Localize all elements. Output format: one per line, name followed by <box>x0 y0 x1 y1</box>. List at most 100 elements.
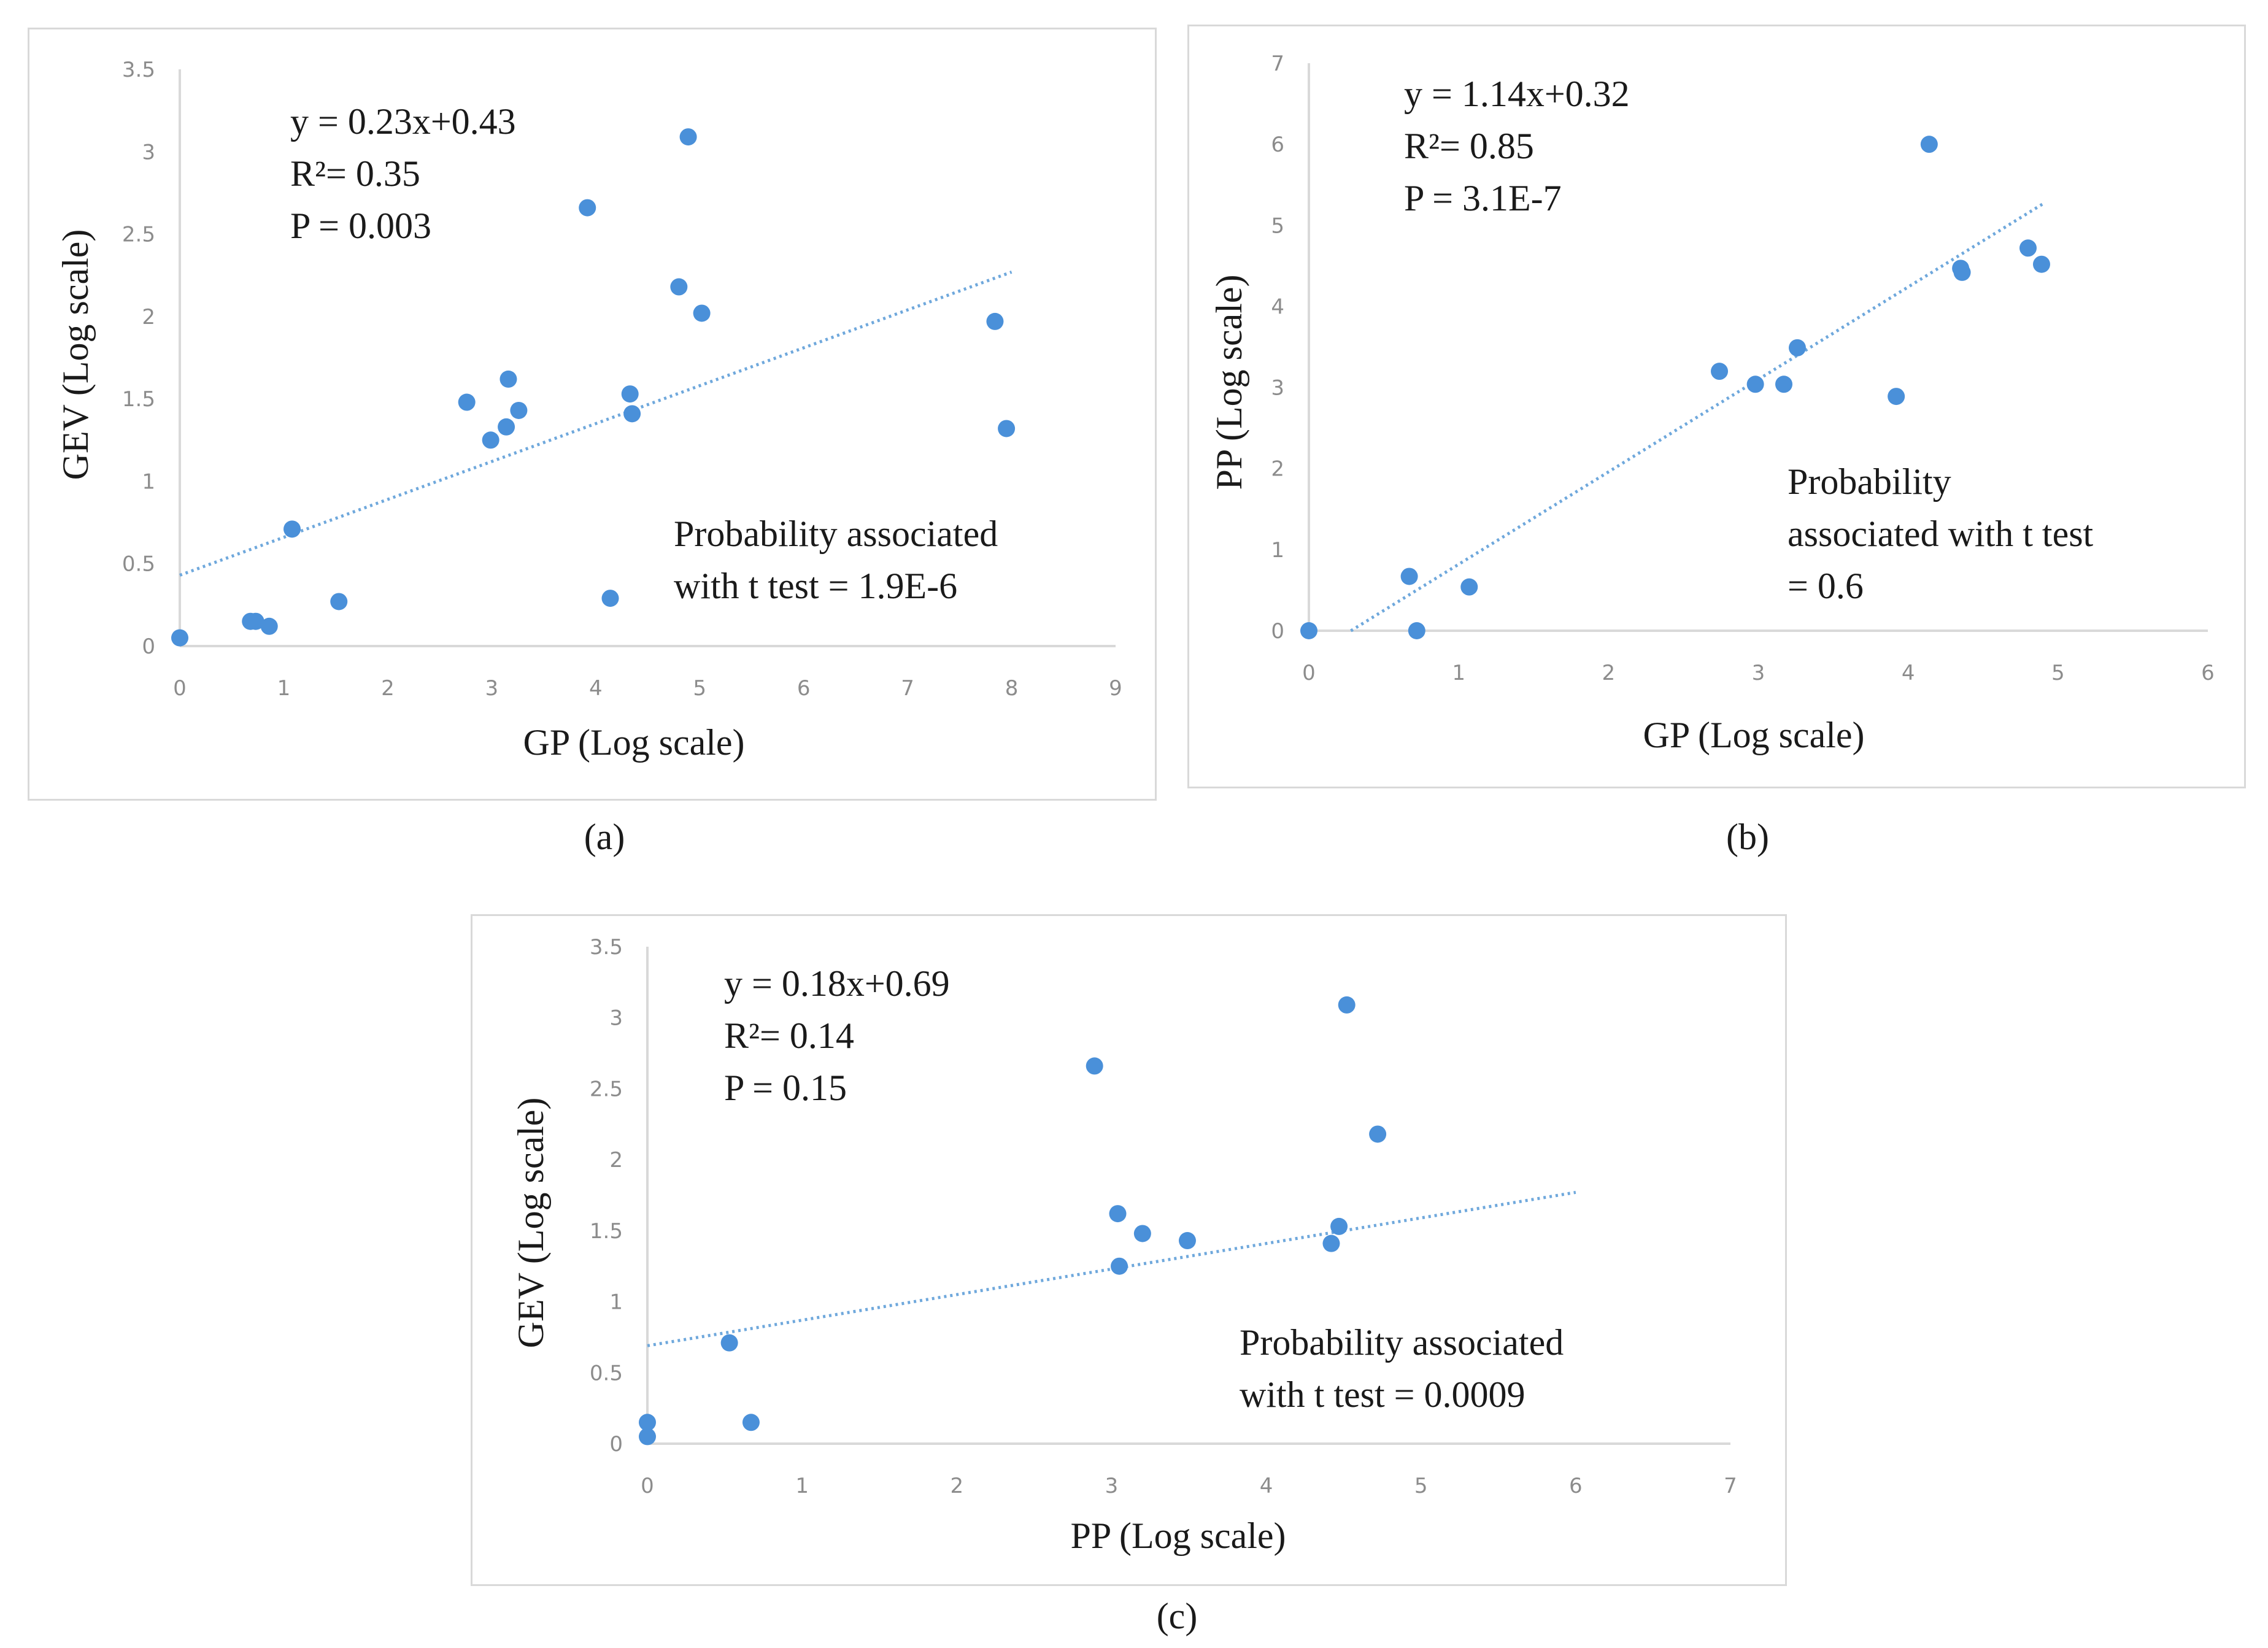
regression-annotation: y = 0.23x+0.43 <box>290 101 516 142</box>
x-tick-label: 3 <box>485 676 499 701</box>
x-tick-label: 1 <box>277 676 291 701</box>
data-point <box>1408 622 1425 639</box>
data-point <box>998 420 1016 437</box>
regression-annotation: R²= 0.85 <box>1404 126 1534 166</box>
y-tick-label: 1 <box>609 1290 623 1315</box>
data-point <box>1788 339 1806 356</box>
data-point <box>1133 1225 1151 1242</box>
data-point <box>500 370 517 388</box>
x-tick-label: 6 <box>1569 1474 1583 1498</box>
y-tick-label: 2 <box>142 305 155 329</box>
y-tick-label: 6 <box>1271 133 1284 157</box>
x-tick-label: 2 <box>381 676 395 701</box>
data-point <box>482 431 500 449</box>
data-point <box>458 393 476 411</box>
y-tick-label: 2 <box>609 1148 623 1172</box>
x-tick-label: 1 <box>1452 661 1465 685</box>
y-axis-title: PP (Log scale) <box>1209 274 1249 490</box>
data-point <box>1178 1232 1196 1250</box>
x-tick-label: 5 <box>1414 1474 1428 1498</box>
x-tick-label: 1 <box>795 1474 809 1498</box>
y-tick-label: 3 <box>1271 376 1284 401</box>
data-point <box>284 520 301 538</box>
data-point <box>1330 1217 1348 1235</box>
data-point <box>693 304 711 322</box>
x-tick-label: 6 <box>2201 661 2215 685</box>
y-tick-label: 2 <box>1271 457 1284 482</box>
x-tick-label: 4 <box>1902 661 1915 685</box>
y-tick-label: 2.5 <box>590 1077 623 1101</box>
data-point <box>670 278 688 296</box>
chart-panel-c: 0 1 2 3 4 5 6 7 0 0.5 1 1.5 2 2.5 3 3.5 y = 0.18x+0.69 R²… <box>471 914 1787 1586</box>
x-tick-label: 5 <box>693 676 706 701</box>
x-tick-label: 4 <box>1260 1474 1273 1498</box>
x-tick-label: 3 <box>1105 1474 1119 1498</box>
y-tick-label: 2.5 <box>122 223 155 247</box>
x-tick-label: 7 <box>1724 1474 1737 1498</box>
x-tick-label: 5 <box>2051 661 2065 685</box>
data-point <box>510 401 528 419</box>
data-point <box>1888 388 1905 406</box>
x-tick-label: 3 <box>1752 661 1765 685</box>
regression-annotation: R²= 0.35 <box>290 153 420 194</box>
scatter-plot-a: 0 1 2 3 4 5 6 7 8 9 0 0.5 1 1.5 2 2.5 3 3.5 y = 0.23x+0.43… <box>55 58 1122 763</box>
scatter-plot-b: 0 1 2 3 4 5 6 0 1 2 3 4 5 6 7 y = 1.14x+0.32 R²= 0.85 P =… <box>1209 52 2215 755</box>
y-tick-label: 0 <box>609 1432 623 1457</box>
y-tick-label: 3.5 <box>122 58 155 82</box>
y-tick-label: 4 <box>1271 295 1284 319</box>
y-tick-label: 1.5 <box>590 1219 623 1244</box>
data-point <box>1775 375 1793 393</box>
data-point <box>1369 1125 1387 1143</box>
ttest-annotation: with t test = 0.0009 <box>1240 1374 1526 1415</box>
x-axis-title: PP (Log scale) <box>1070 1515 1286 1556</box>
chart-panel-b: 0 1 2 3 4 5 6 0 1 2 3 4 5 6 7 y = 1.14x+0.32 R²= 0.85 P =… <box>1187 25 2246 788</box>
data-point <box>1338 996 1356 1014</box>
scatter-plot-c: 0 1 2 3 4 5 6 7 0 0.5 1 1.5 2 2.5 3 3.5 y = 0.18x+0.69 R²… <box>511 935 1737 1556</box>
y-tick-label: 5 <box>1271 214 1284 238</box>
y-tick-label: 0.5 <box>590 1361 623 1385</box>
data-point <box>247 612 264 630</box>
data-point <box>260 617 278 635</box>
x-tick-label: 6 <box>797 676 811 701</box>
data-point <box>1086 1057 1103 1075</box>
y-axis-title: GEV (Log scale) <box>55 229 96 480</box>
regression-annotation: y = 1.14x+0.32 <box>1404 74 1630 114</box>
regression-annotation: P = 3.1E-7 <box>1404 178 1562 218</box>
y-tick-label: 1 <box>142 469 155 494</box>
data-point <box>2019 239 2037 257</box>
regression-annotation: R²= 0.14 <box>724 1015 854 1056</box>
ttest-annotation: with t test = 1.9E-6 <box>674 566 957 606</box>
data-point <box>986 312 1004 330</box>
caption-b: (b) <box>1726 817 1769 857</box>
trendline <box>1350 202 2044 633</box>
ttest-annotation: Probability associated <box>1240 1322 1564 1363</box>
trendline <box>179 270 1012 577</box>
data-point <box>639 1414 656 1431</box>
caption-a: (a) <box>584 817 625 857</box>
data-point <box>742 1414 760 1431</box>
y-axis-title: GEV (Log scale) <box>511 1098 551 1349</box>
data-point <box>1746 375 1764 393</box>
y-tick-label: 3 <box>609 1006 623 1031</box>
ttest-annotation: associated with t test <box>1788 514 2094 554</box>
x-tick-label: 0 <box>1302 661 1316 685</box>
x-axis-title: GP (Log scale) <box>1643 715 1865 755</box>
data-point <box>1400 568 1418 585</box>
x-tick-label: 2 <box>950 1474 963 1498</box>
y-tick-label: 3.5 <box>590 935 623 960</box>
data-point <box>330 593 348 610</box>
data-point <box>679 128 697 146</box>
data-point <box>2032 255 2050 273</box>
data-point <box>1953 263 1971 281</box>
data-point <box>601 590 619 607</box>
data-point <box>1109 1205 1127 1223</box>
data-point <box>498 418 515 436</box>
x-tick-label: 4 <box>589 676 603 701</box>
y-tick-label: 1 <box>1271 538 1284 563</box>
data-point <box>639 1428 656 1446</box>
x-axis-title: GP (Log scale) <box>523 722 745 763</box>
data-point <box>623 405 641 423</box>
data-point <box>1322 1234 1340 1252</box>
data-point <box>1920 136 1938 153</box>
